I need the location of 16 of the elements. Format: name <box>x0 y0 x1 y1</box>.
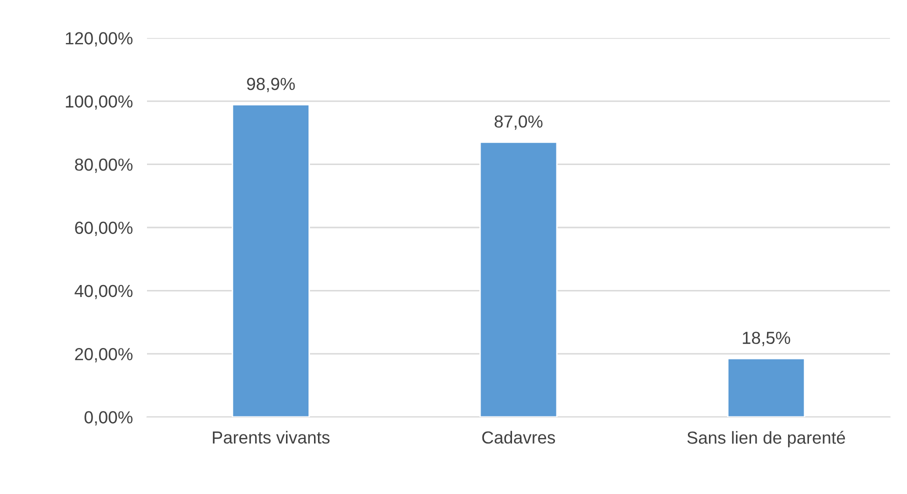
x-tick-label: Sans lien de parenté <box>687 430 846 448</box>
data-label: 87,0% <box>494 115 542 130</box>
y-tick-label: 0,00% <box>84 411 132 426</box>
x-tick-label: Cadavres <box>482 430 556 444</box>
bar <box>232 104 310 417</box>
y-tick-label: 120,00% <box>66 32 132 47</box>
y-tick-label: 40,00% <box>74 284 132 300</box>
bar <box>479 142 558 417</box>
bar <box>727 358 806 417</box>
x-tick-label: Parents vivants <box>212 430 330 444</box>
y-tick-label: 80,00% <box>74 158 132 173</box>
y-tick-label: 100,00% <box>66 95 132 110</box>
y-tick-label: 60,00% <box>75 222 132 236</box>
data-label: 98,9% <box>247 78 295 92</box>
data-label: 18,5% <box>742 332 790 346</box>
y-tick-label: 20,00% <box>75 348 132 362</box>
